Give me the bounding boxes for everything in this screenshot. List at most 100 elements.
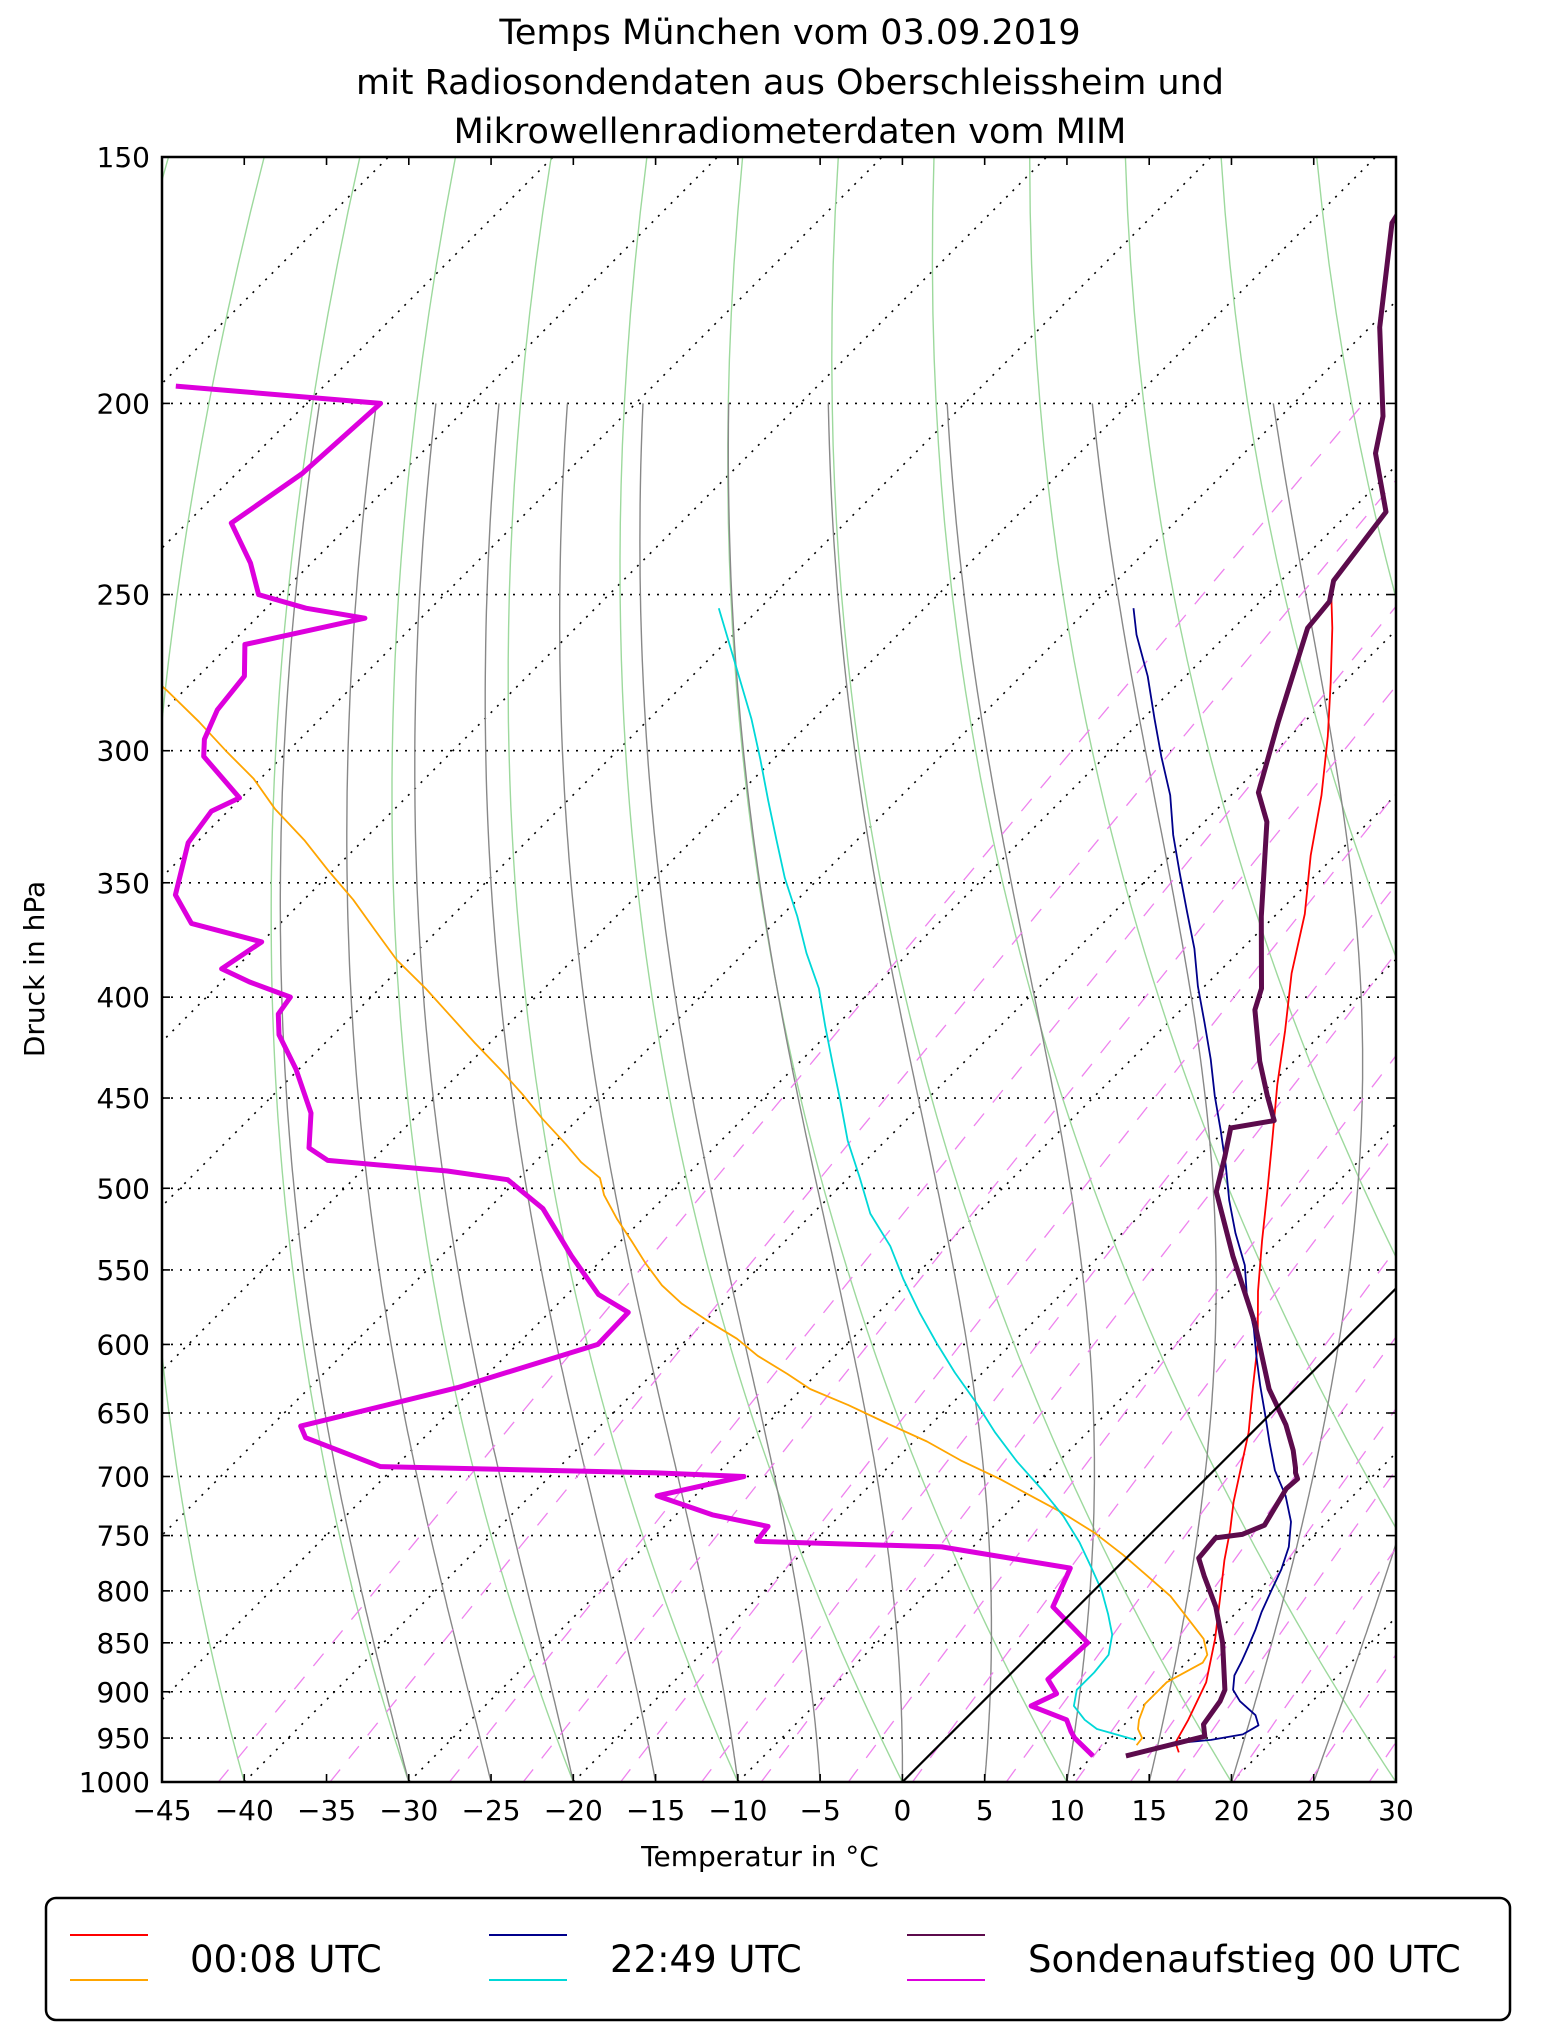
- y-axis-label: Druck in hPa: [18, 881, 51, 1057]
- mixing-ratio-line: [1499, 403, 1542, 1782]
- moist-adiabat-line: [1478, 403, 1542, 1782]
- dry-adiabat-line: [507, 157, 739, 1782]
- chart-title-line-3: Mikrowellenradiometerdaten vom MIM: [454, 112, 1127, 152]
- x-tick-label: 10: [1049, 1794, 1085, 1827]
- y-tick-label: 1000: [79, 1766, 150, 1799]
- dry-adiabat-line: [1412, 157, 1542, 1782]
- y-tick-label: 550: [97, 1254, 150, 1287]
- y-tick-label: 150: [97, 141, 150, 174]
- plot-frame: [160, 155, 1398, 1784]
- isotherm-line: [162, 300, 1396, 1537]
- isotherm-line: [408, 793, 1396, 1782]
- y-tick-label: 600: [97, 1328, 150, 1361]
- isotherm-line: [1395, 1780, 1396, 1782]
- x-tick-label: −15: [626, 1794, 685, 1827]
- isotherm-line: [243, 629, 1396, 1782]
- x-axis-label: Temperatur in °C: [640, 1840, 879, 1873]
- isotherm-line: [162, 157, 554, 550]
- legend-box: [44, 1896, 1512, 2022]
- y-tick-label: 300: [97, 735, 150, 768]
- moist-adiabat-line: [484, 403, 657, 1782]
- y-tick-label: 900: [97, 1676, 150, 1709]
- y-tick-label: 800: [97, 1575, 150, 1608]
- mixing-ratio-line: [1175, 1468, 1396, 1782]
- mixing-ratio-line: [329, 479, 1396, 1782]
- moist-adiabat-line: [414, 403, 574, 1782]
- moist-adiabat-line: [727, 403, 904, 1782]
- dry-adiabat-line: [727, 157, 1068, 1782]
- background-lines: [162, 157, 1542, 1782]
- y-tick-label: 750: [97, 1520, 150, 1553]
- x-tick-label: 5: [976, 1794, 994, 1827]
- dry-adiabat-line: [1029, 157, 1396, 1530]
- isotherm-line: [162, 157, 1377, 1372]
- x-tick-label: 30: [1378, 1794, 1414, 1827]
- x-tick-label: 20: [1214, 1794, 1250, 1827]
- mixing-ratio-line: [760, 952, 1396, 1782]
- legend: 00:08 UTC 22:49 UTC Sondenaufstieg 00 UT…: [44, 1896, 1512, 2022]
- mixing-ratio-line: [1129, 1407, 1396, 1782]
- series-line-5: [172, 383, 1095, 1758]
- mixing-ratio-line: [522, 685, 1396, 1782]
- dry-adiabat-line: [1508, 157, 1542, 1782]
- mixing-ratio-line: [1074, 1335, 1396, 1782]
- x-tick-label: 15: [1131, 1794, 1167, 1827]
- y-tick-label: 700: [97, 1460, 150, 1493]
- series-line-4: [1125, 211, 1396, 1759]
- moist-adiabat-line: [1091, 403, 1217, 1782]
- y-tick-label: 500: [97, 1172, 150, 1205]
- moist-adiabat-line: [346, 403, 492, 1782]
- x-tick-label: −10: [708, 1794, 767, 1827]
- y-tick-label: 200: [97, 387, 150, 420]
- dry-adiabat-line: [931, 157, 1396, 1782]
- moist-adiabat-line: [1395, 1780, 1396, 1782]
- dry-adiabat-line: [1220, 157, 1396, 959]
- legend-label-0008: 00:08 UTC: [190, 1938, 382, 1981]
- legend-label-sonde: Sondenaufstieg 00 UTC: [1028, 1938, 1461, 1981]
- moist-adiabat-line: [559, 403, 739, 1782]
- y-tick-label: 450: [97, 1082, 150, 1115]
- dry-adiabat-line: [619, 157, 904, 1782]
- x-tick-label: 0: [893, 1794, 911, 1827]
- dry-adiabat-line: [391, 157, 574, 1782]
- x-tick-label: −30: [379, 1794, 438, 1827]
- mixing-ratio-line: [1419, 403, 1542, 1782]
- x-tick-label: −45: [132, 1794, 191, 1827]
- dry-adiabat-line: [831, 157, 1233, 1782]
- mixing-ratio-line: [847, 1054, 1396, 1782]
- zero-isotherm-line: [901, 1286, 1396, 1782]
- moist-adiabat-line: [279, 403, 410, 1782]
- chart-title-line-2: mit Radiosondendaten aus Oberschleisshei…: [356, 63, 1224, 103]
- moist-adiabat-line: [1313, 1541, 1396, 1782]
- y-tick-label: 950: [97, 1722, 150, 1755]
- mixing-ratio-line: [1005, 1247, 1396, 1782]
- dry-adiabat-line: [1316, 157, 1396, 601]
- y-tick-label: 350: [97, 867, 150, 900]
- x-tick-label: −35: [297, 1794, 356, 1827]
- series-line-1: [162, 684, 1209, 1746]
- isotherm-line: [737, 1122, 1396, 1782]
- series-line-3: [717, 607, 1136, 1741]
- mixing-ratio-line: [620, 792, 1396, 1782]
- dry-adiabat-line: [162, 157, 265, 1782]
- axis-ticks: −45 −40 −35 −30 −25 −20 −15 −10 −5 0 5 10 15 20 25 30 15…: [79, 141, 1414, 1827]
- x-tick-label: 25: [1296, 1794, 1332, 1827]
- mixing-ratio-line: [911, 1131, 1396, 1782]
- y-tick-label: 850: [97, 1627, 150, 1660]
- dry-adiabat-line: [270, 157, 410, 1782]
- x-tick-label: −25: [462, 1794, 521, 1827]
- y-tick-label: 250: [97, 579, 150, 612]
- mixing-ratio-line: [1232, 1546, 1396, 1782]
- mixing-ratio-line: [1308, 1653, 1396, 1782]
- y-tick-label: 400: [97, 981, 150, 1014]
- legend-label-2249: 22:49 UTC: [610, 1938, 802, 1981]
- moist-adiabat-line: [827, 403, 993, 1782]
- data-series: [162, 211, 1396, 1782]
- x-tick-label: −40: [215, 1794, 274, 1827]
- mixing-ratio-line: [701, 883, 1396, 1782]
- x-tick-label: −5: [799, 1794, 840, 1827]
- dry-adiabat-line: [1124, 157, 1396, 1259]
- isotherm-line: [1230, 1616, 1396, 1782]
- mixing-ratio-line: [448, 605, 1396, 1782]
